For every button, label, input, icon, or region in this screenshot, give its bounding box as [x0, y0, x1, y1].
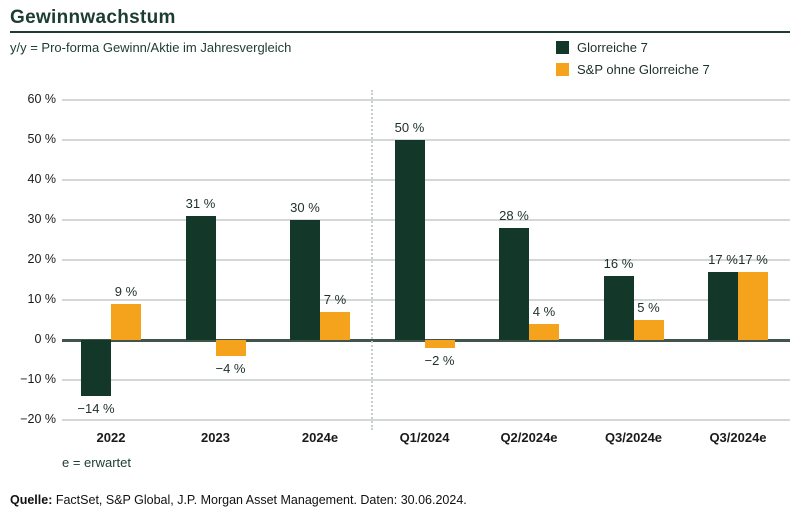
bar-value-label: 9 % [114, 284, 138, 299]
bar-glorreiche7-2024e [290, 220, 320, 340]
x-axis-category-label: 2022 [96, 430, 126, 445]
gridline [62, 179, 790, 181]
bar-value-label: 7 % [323, 292, 347, 307]
gridline [62, 219, 790, 221]
bar-value-label: 28 % [499, 208, 529, 223]
bar-value-label: 16 % [603, 256, 634, 271]
y-axis-tick-label: 60 % [27, 92, 57, 106]
bar-glorreiche7-Q1/2024 [394, 140, 425, 340]
source-text: FactSet, S&P Global, J.P. Morgan Asset M… [52, 493, 467, 507]
y-axis-tick-label: −10 % [20, 372, 56, 386]
legend: Glorreiche 7 S&P ohne Glorreiche 7 [556, 40, 710, 84]
chart-subtitle: y/y = Pro-forma Gewinn/Aktie im Jahresve… [10, 40, 292, 55]
y-axis-tick-label: 30 % [27, 212, 57, 226]
footnote-erwartet: e = erwartet [62, 455, 132, 470]
x-axis-category-label: 2024e [301, 430, 339, 445]
bar-value-label: −14 % [77, 401, 115, 416]
gridline [62, 139, 790, 141]
bar-sp-ohne-g7-Q3/2024e [738, 272, 768, 340]
period-divider-dotted-line [371, 90, 374, 430]
legend-swatch-green [556, 41, 569, 54]
bar-value-label: −4 % [215, 361, 246, 376]
y-axis-tick-label: 10 % [27, 292, 57, 306]
bar-sp-ohne-g7-Q3/2024e [633, 320, 664, 340]
y-axis-tick-label: 0 % [34, 332, 56, 346]
legend-label: S&P ohne Glorreiche 7 [577, 62, 710, 77]
bar-glorreiche7-Q3/2024e [603, 276, 634, 340]
x-axis-category-label: Q3/2024e [604, 430, 663, 445]
bar-glorreiche7-Q2/2024e [499, 228, 529, 340]
legend-swatch-orange [556, 63, 569, 76]
bar-sp-ohne-g7-Q1/2024 [424, 340, 455, 348]
y-axis-tick-label: 50 % [27, 132, 57, 146]
y-axis-tick-label: 40 % [27, 172, 57, 186]
gridline [62, 299, 790, 301]
gridline [62, 419, 790, 421]
bar-sp-ohne-g7-2024e [320, 312, 350, 340]
title-underline [10, 31, 790, 33]
bar-value-label: −2 % [424, 353, 455, 368]
legend-item-glorreiche-7: Glorreiche 7 [556, 40, 710, 55]
page-title: Gewinnwachstum [10, 7, 176, 28]
bar-sp-ohne-g7-2022 [111, 304, 141, 340]
bar-value-label: 17 % [738, 252, 768, 267]
source-label: Quelle: [10, 493, 53, 507]
gridline [62, 99, 790, 101]
bar-value-label: 31 % [185, 196, 216, 211]
bar-glorreiche7-2023 [185, 216, 216, 340]
bar-glorreiche7-Q3/2024e [708, 272, 738, 340]
gridline [62, 379, 790, 381]
bar-value-label: 50 % [394, 120, 425, 135]
gridline [62, 259, 790, 261]
x-axis-category-label: Q3/2024e [709, 430, 767, 445]
source-line: Quelle: FactSet, S&P Global, J.P. Morgan… [10, 493, 467, 507]
legend-item-sp-ohne-glorreiche-7: S&P ohne Glorreiche 7 [556, 62, 710, 77]
bar-sp-ohne-g7-Q2/2024e [529, 324, 559, 340]
y-axis-tick-label: −20 % [20, 412, 56, 426]
bar-value-label: 30 % [290, 200, 320, 215]
y-axis-tick-label: 20 % [27, 252, 57, 266]
legend-label: Glorreiche 7 [577, 40, 648, 55]
bar-value-label: 5 % [637, 300, 660, 315]
bar-sp-ohne-g7-2023 [215, 340, 246, 356]
bar-value-label: 17 % [708, 252, 738, 267]
x-axis-category-label: Q1/2024 [399, 430, 450, 445]
bar-value-label: 4 % [532, 304, 556, 319]
x-axis-category-label: 2023 [201, 430, 230, 445]
x-axis-category-label: Q2/2024e [500, 430, 558, 445]
bar-glorreiche7-2022 [81, 340, 111, 396]
